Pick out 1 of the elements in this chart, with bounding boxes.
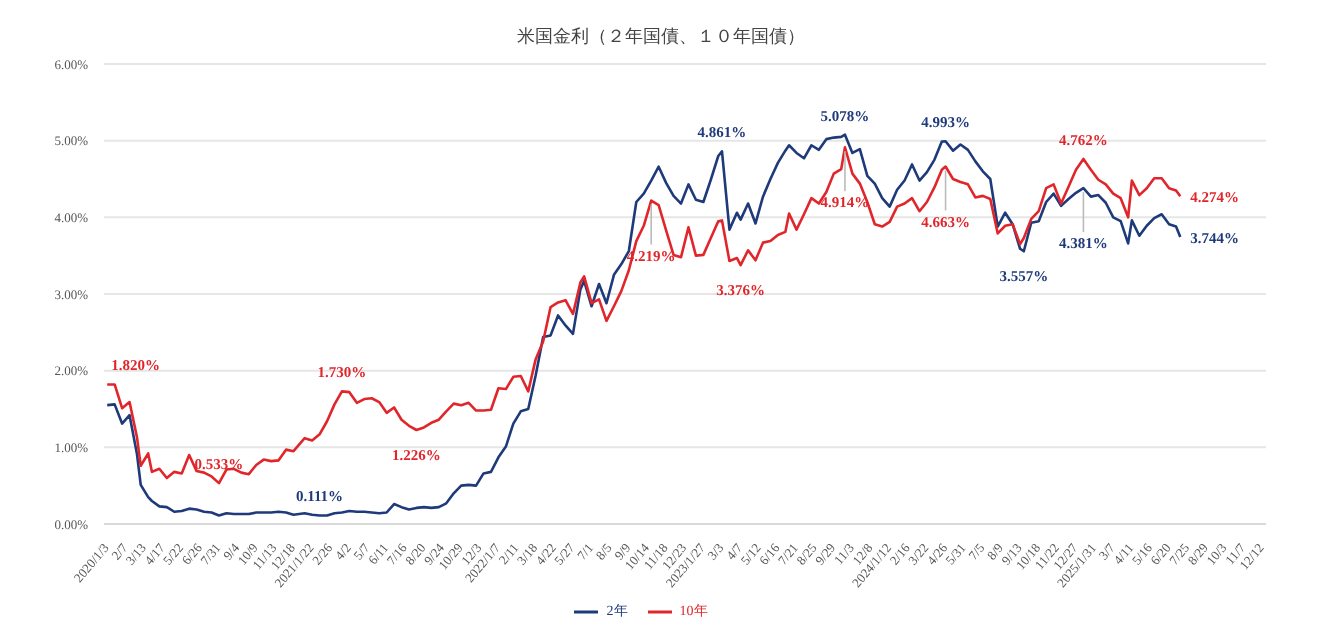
chart-title: 米国金利（２年国債、１０年国債） <box>515 24 807 50</box>
